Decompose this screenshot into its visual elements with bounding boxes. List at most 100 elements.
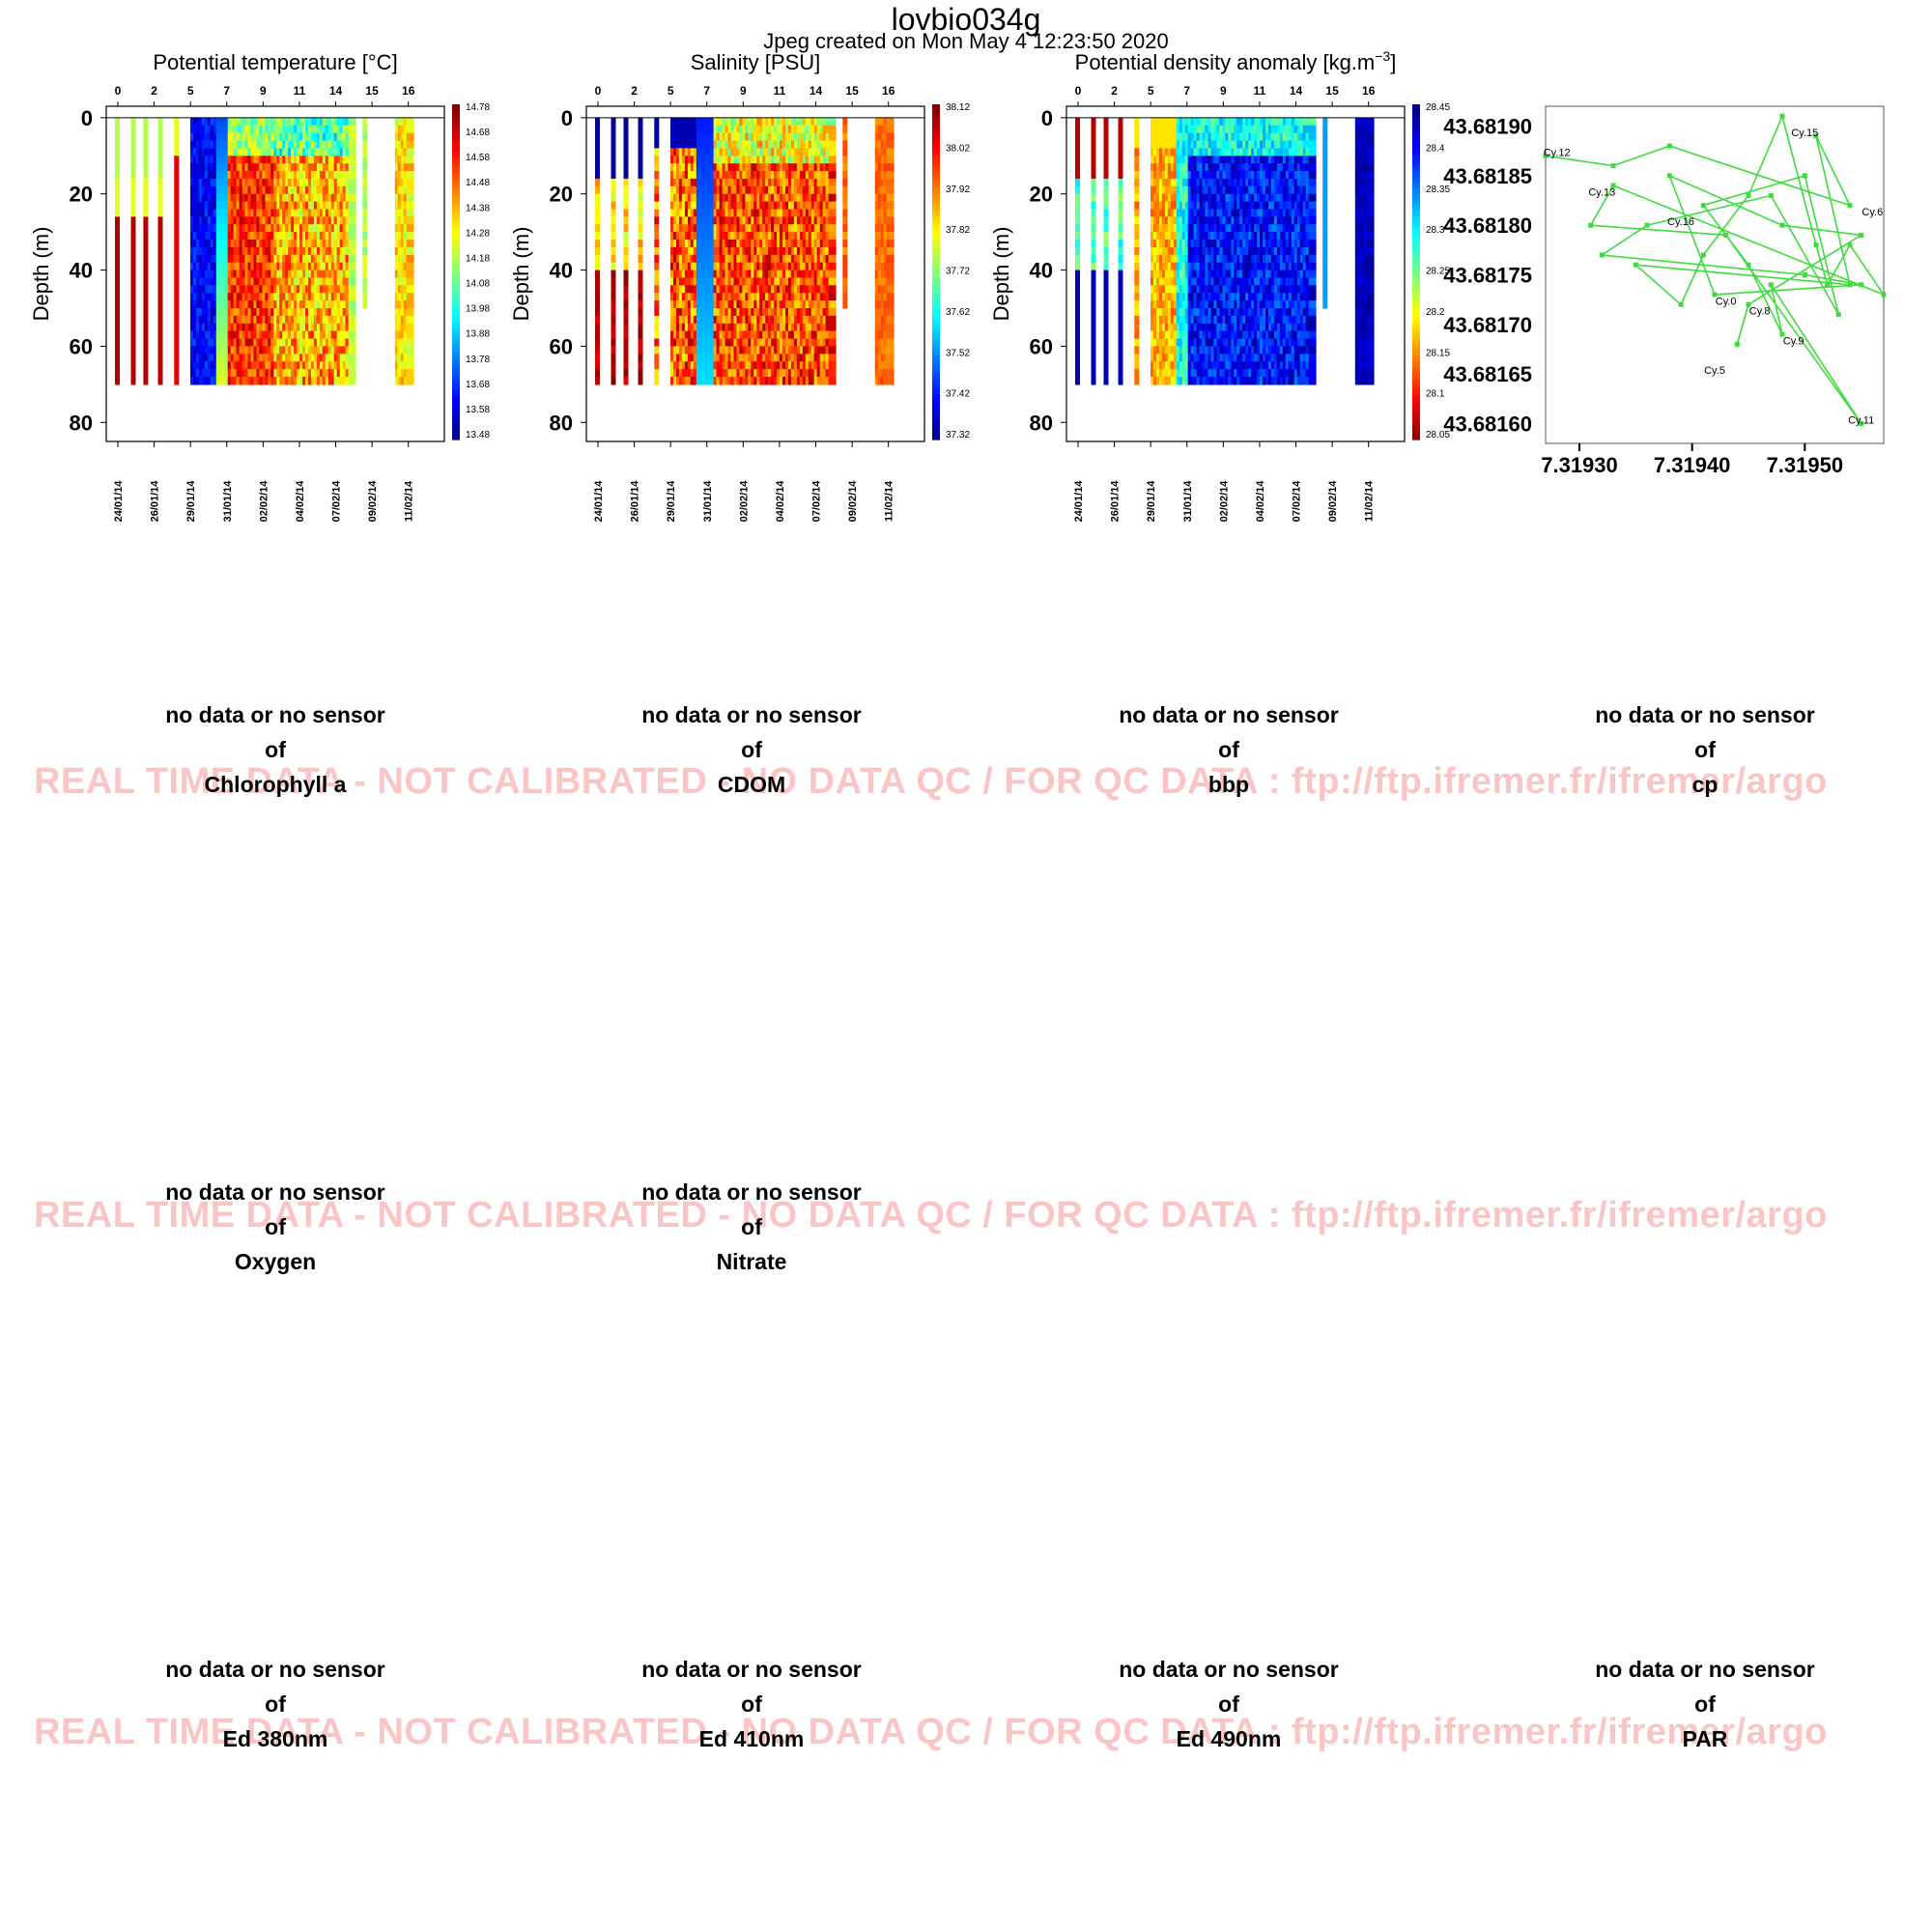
heatmap-cell [115,369,120,378]
heatmap-cell [157,300,163,309]
heatmap-cell [611,361,616,370]
colorbar-segment [932,277,940,284]
heatmap-cell [174,224,180,233]
heatmap-cell [406,377,414,385]
heatmap-cell [406,224,414,233]
heatmap-cell [595,148,600,156]
heatmap-cell [623,193,629,203]
heatmap-cells [115,117,414,385]
heatmap-cell [611,277,616,286]
top-tick-label: 2 [631,84,638,98]
date-tick-label: 29/01/14 [185,480,197,523]
heatmap-cell [1075,117,1080,127]
heatmap-cell [842,277,848,286]
heatmap-cell [157,308,163,317]
heatmap-cell [115,346,120,355]
heatmap-cell [157,369,163,378]
heatmap-cell [638,300,643,309]
heatmap-cell [595,125,600,134]
heatmap-cell [174,270,180,279]
heatmap-cell [611,315,616,325]
heatmap-cell [623,361,629,370]
heatmap-cell [638,178,643,187]
heatmap-cell [130,285,136,294]
colorbar-segment [452,406,460,412]
heatmap-cell [174,193,180,203]
heatmap-cell [115,246,120,256]
heatmap-cell [842,193,848,203]
colorbar-segment [452,210,460,217]
heatmap-cell [886,132,895,142]
colorbar-segment [452,372,460,379]
heatmap-cell [623,330,629,340]
heatmap-cell [115,201,120,211]
heatmap-cell [623,216,629,225]
top-tick-label: 0 [115,84,122,98]
heatmap-cell [362,156,368,164]
heatmap-cell [143,293,149,301]
heatmap-cell [654,346,660,355]
colorbar-segment [932,104,940,111]
heatmap-cell [595,240,600,248]
heatmap-cell [174,262,180,271]
heatmap-cell [143,132,149,142]
colorbar-segment [932,310,940,318]
heatmap-cell [886,216,895,225]
heatmap-cell [362,117,368,127]
heatmap-cell [623,315,629,325]
heatmap-cell [1075,148,1080,156]
heatmap-cell [654,300,660,309]
heatmap-cell [611,140,616,149]
heatmap-cell [362,285,368,294]
heatmap-cell [406,232,414,241]
heatmap-cell [157,201,163,211]
heatmap-cell [362,148,368,156]
heatmap-cell [638,285,643,294]
heatmap-cell [348,270,356,279]
colorbar-segment [932,165,940,172]
heatmap-cell [406,254,414,264]
colorbar-segment [452,215,460,223]
top-tick-label: 11 [774,84,786,98]
heatmap-cell [1075,140,1080,149]
heatmap-cell [348,216,356,225]
heatmap-cell [143,285,149,294]
heatmap-cell [362,132,368,142]
heatmap-cell [654,209,660,217]
heatmap-cell [115,148,120,156]
heatmap-cell [828,354,837,362]
heatmap-cell [595,308,600,317]
heatmap-cell [595,300,600,309]
heatmap-cell [174,216,180,225]
heatmap-cell [157,315,163,325]
heatmap-cell [623,270,629,279]
heatmap-cell [611,369,616,378]
heatmap-cell [157,285,163,294]
date-tick-label: 11/02/14 [884,480,895,522]
heatmap-cell [174,277,180,286]
colorbar-segment [452,277,460,284]
date-tick-label: 24/01/14 [593,480,605,523]
heatmap-cell [842,117,848,127]
heatmap-cell [611,338,616,347]
date-tick-label: 04/02/14 [775,480,786,523]
heatmap-cell [886,346,895,355]
heatmap-cell [595,224,600,233]
heatmap-cell [157,330,163,340]
heatmap-cell [611,377,616,385]
heatmap-cell [638,209,643,217]
colorbar-label: 14.78 [466,102,490,113]
heatmap-cell [130,178,136,187]
heatmap-cell [130,232,136,241]
date-tick-label: 09/02/14 [847,480,859,523]
heatmap-cell [623,308,629,317]
y-axis-label: Depth (m) [509,227,533,322]
heatmap-cell [654,156,660,164]
heatmap-cell [828,125,837,134]
colorbar-label: 38.12 [946,102,970,113]
heatmap-cell [611,125,616,134]
heatmap-cell [130,270,136,279]
heatmap-cell [406,277,414,286]
heatmap-cell [886,193,895,203]
heatmap-cell [828,140,837,149]
